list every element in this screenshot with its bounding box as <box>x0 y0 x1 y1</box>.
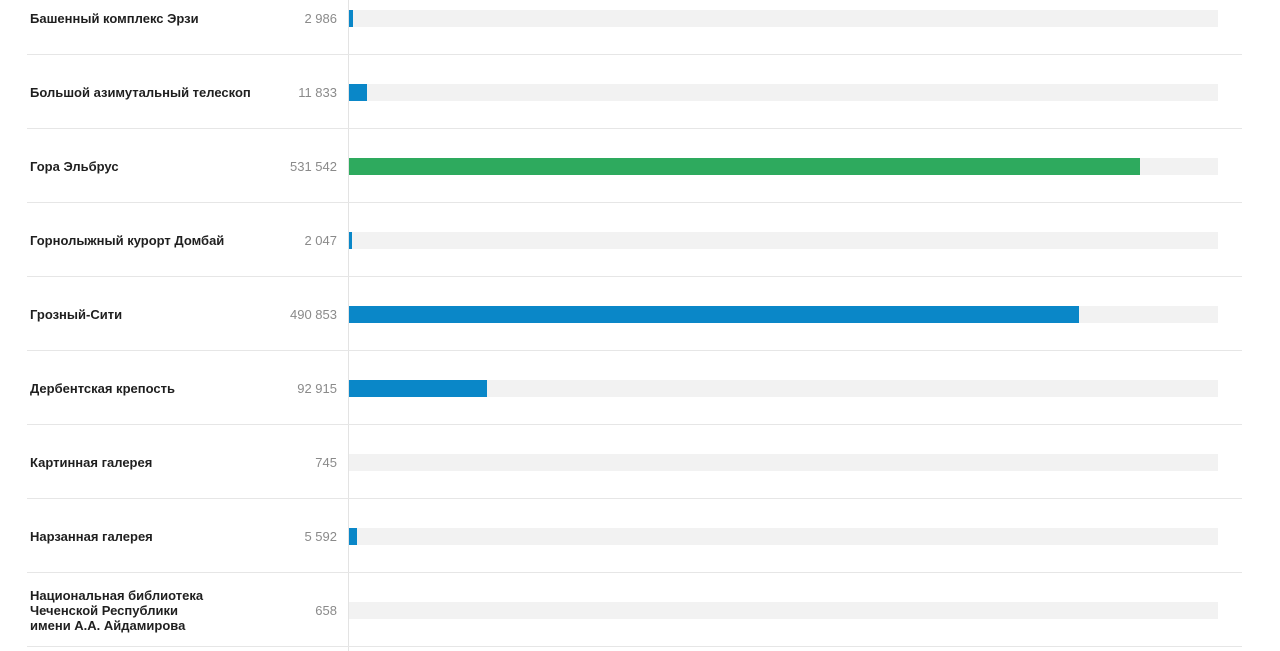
value-label: 531 542 <box>290 158 337 174</box>
bar-track <box>349 232 1218 249</box>
bar <box>349 528 358 545</box>
chart-row: Гора Эльбрус 531 542 <box>27 129 1242 203</box>
chart-row: Картинная галерея 745 <box>27 425 1242 499</box>
value-label: 658 <box>315 602 337 618</box>
bar-track <box>349 602 1218 619</box>
bar-track <box>349 306 1218 323</box>
chart-row: Горнолыжный курорт Домбай 2 047 <box>27 203 1242 277</box>
category-label: Горнолыжный курорт Домбай <box>30 232 225 248</box>
bar-track <box>349 454 1218 471</box>
bar-track <box>349 158 1218 175</box>
chart-row: Большой азимутальный телескоп 11 833 <box>27 55 1242 129</box>
category-label: Картинная галерея <box>30 454 153 470</box>
value-label: 2 986 <box>304 10 337 26</box>
category-label: Гора Эльбрус <box>30 158 119 174</box>
zero-axis-line <box>348 0 349 651</box>
value-label: 92 915 <box>297 380 337 396</box>
value-label: 2 047 <box>304 232 337 248</box>
chart-row: Национальная библиотека Чеченской Респуб… <box>27 573 1242 647</box>
category-label: Большой азимутальный телескоп <box>30 84 251 100</box>
category-label: Нарзанная галерея <box>30 528 153 544</box>
bar-track <box>349 528 1218 545</box>
bar-track <box>349 10 1218 27</box>
bar <box>349 306 1080 323</box>
bar <box>349 158 1140 175</box>
value-label: 490 853 <box>290 306 337 322</box>
category-label: Национальная библиотека Чеченской Респуб… <box>30 587 204 633</box>
category-label: Дербентская крепость <box>30 380 175 396</box>
bar <box>349 10 354 27</box>
value-label: 11 833 <box>298 84 337 100</box>
bar <box>349 380 488 397</box>
bar <box>349 84 367 101</box>
bar-track <box>349 380 1218 397</box>
chart-row: Башенный комплекс Эрзи 2 986 <box>27 0 1242 55</box>
category-label: Башенный комплекс Эрзи <box>30 10 199 26</box>
chart-row: Нарзанная галерея 5 592 <box>27 499 1242 573</box>
value-label: 5 592 <box>304 528 337 544</box>
value-label: 745 <box>315 454 337 470</box>
chart-row: Дербентская крепость 92 915 <box>27 351 1242 425</box>
category-label: Грозный-Сити <box>30 306 123 322</box>
bar-track <box>349 84 1218 101</box>
bar <box>349 232 353 249</box>
chart-row: Грозный-Сити 490 853 <box>27 277 1242 351</box>
